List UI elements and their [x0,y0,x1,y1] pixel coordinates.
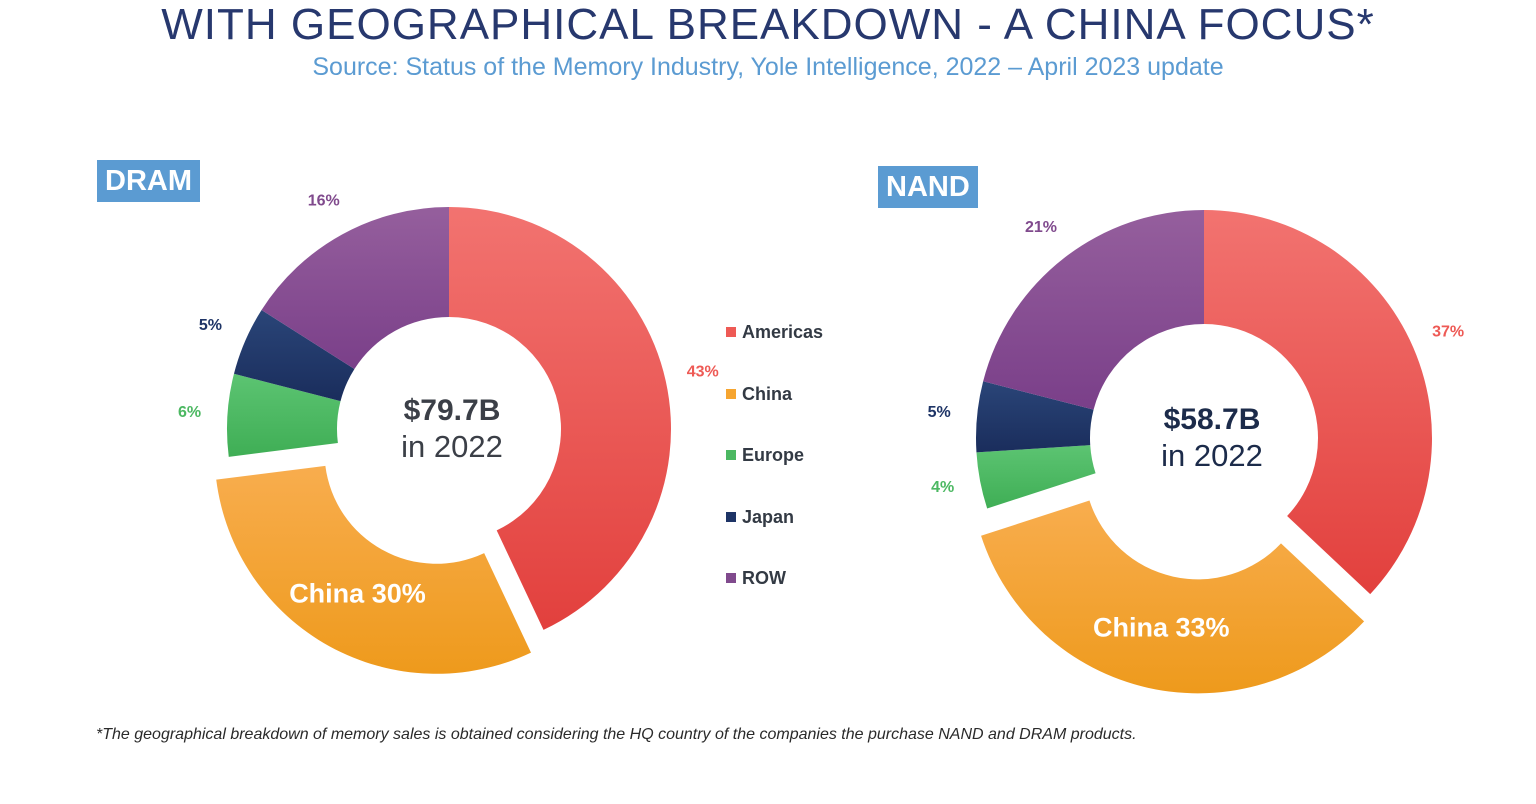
chart-legend: Americas China Europe Japan ROW [726,322,823,630]
nand-label-europe: 4% [931,479,954,496]
nand-donut-chart: 37% China 33% 4% 5% 21% [928,210,1464,694]
nand-slice-americas [1204,210,1432,595]
nand-slice-europe [976,445,1096,509]
legend-swatch-europe [726,450,736,460]
dram-donut-chart: 43% China 30% 6% 5% 16% [178,192,719,674]
nand-center-value: $58.7B [1164,403,1261,436]
legend-swatch-japan [726,511,736,522]
legend-item-china: China [726,384,823,446]
dram-slice-japan [233,310,355,402]
dram-slice-americas [449,207,671,630]
legend-item-americas: Americas [726,322,823,384]
nand-slice-japan [976,381,1094,453]
legend-swatch-americas [726,327,736,337]
legend-label-china: China [742,383,793,404]
dram-label-europe: 6% [178,404,201,421]
nand-label-japan: 5% [928,404,951,421]
footnote: *The geographical breakdown of memory sa… [96,726,1137,743]
dram-center-caption: in 2022 [401,429,503,464]
page-subtitle: Source: Status of the Memory Industry, Y… [312,53,1224,81]
nand-slice-china [981,500,1365,694]
nand-center-caption: in 2022 [1161,438,1263,473]
page-title: WITH GEOGRAPHICAL BREAKDOWN - A CHINA FO… [161,0,1375,49]
dram-center-value: $79.7B [404,394,501,427]
dram-label-china: China 30% [289,579,426,609]
nand-slice-row [983,210,1204,410]
legend-swatch-china [726,388,736,399]
dram-slice-europe [227,373,341,457]
legend-label-americas: Americas [742,322,824,342]
legend-item-row: ROW [726,568,823,630]
legend-item-japan: Japan [726,507,823,569]
dram-slice-china [216,465,531,674]
nand-label-row: 21% [1025,219,1057,236]
dram-label-row: 16% [308,192,340,209]
legend-label-japan: Japan [742,506,795,527]
dram-chart-label: DRAM [97,160,200,202]
nand-label-americas: 37% [1432,324,1464,341]
dram-label-americas: 43% [687,364,719,381]
nand-chart-label: NAND [878,166,978,208]
nand-label-china: China 33% [1093,612,1230,642]
legend-label-europe: Europe [742,445,805,465]
legend-swatch-row [726,573,736,583]
dram-label-japan: 5% [199,317,222,334]
dram-slice-row [261,207,449,369]
legend-label-row: ROW [742,568,786,588]
legend-item-europe: Europe [726,445,823,507]
